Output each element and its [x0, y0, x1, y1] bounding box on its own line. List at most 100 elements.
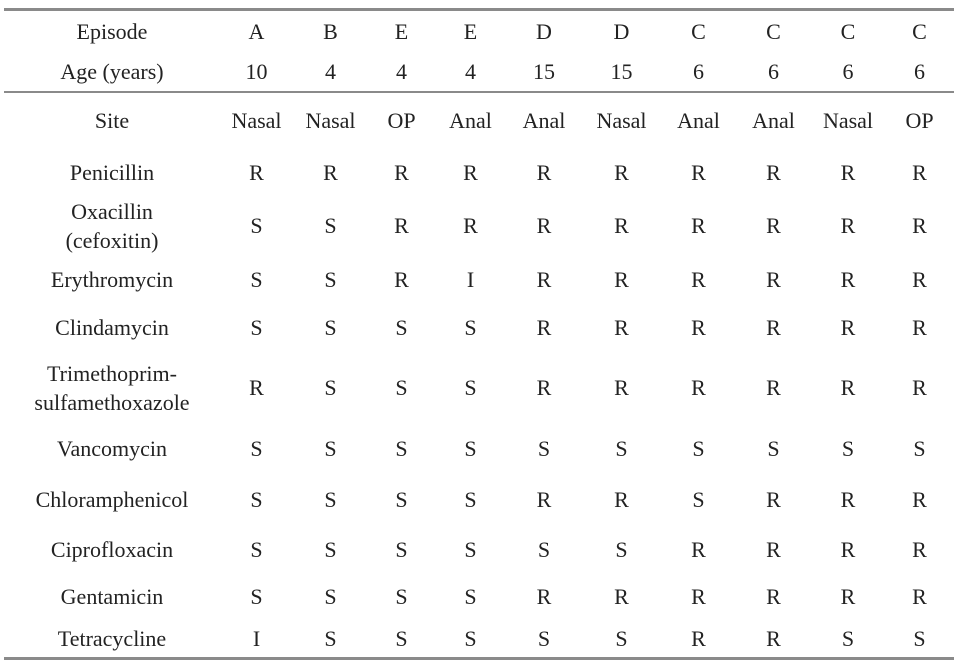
- cell: B: [323, 19, 338, 45]
- table-row: Clindamycin S S S S R R R R R R: [4, 305, 954, 351]
- cell: 6: [661, 52, 736, 93]
- cell: R: [840, 486, 856, 512]
- cell: S: [250, 213, 263, 238]
- table-body: Episode A B E E D D C C C C Age (years) 10 4 4 4 15 15 6 6 6…: [4, 10, 954, 659]
- cell: R: [766, 160, 781, 185]
- cell: R: [691, 537, 706, 562]
- cell: R: [840, 267, 856, 292]
- cell: R: [912, 160, 927, 185]
- cell: 4: [293, 52, 368, 93]
- cell: Anal: [449, 108, 492, 133]
- row-label: Ciprofloxacin: [50, 537, 174, 562]
- row-label: Clindamycin: [55, 315, 169, 340]
- cell: S: [913, 626, 926, 652]
- cell: S: [395, 537, 408, 562]
- cell: A: [248, 19, 265, 45]
- cell: R: [912, 375, 927, 400]
- cell: E: [394, 19, 409, 45]
- cell: 4: [435, 52, 506, 93]
- row-label: Episode: [76, 19, 148, 45]
- table-row: Oxacillin (cefoxitin) S S R R R R R R R R: [4, 197, 954, 255]
- table-row: Gentamicin S S S S R R R R R R: [4, 573, 954, 621]
- cell: R: [614, 267, 629, 292]
- cell: 6: [885, 52, 954, 93]
- cell: D: [536, 19, 552, 45]
- cell: S: [395, 584, 408, 609]
- cell: Anal: [677, 108, 720, 133]
- cell: R: [394, 160, 409, 185]
- cell: 15: [506, 52, 582, 93]
- cell: Nasal: [305, 108, 356, 133]
- cell: Nasal: [596, 108, 647, 133]
- cell: 15: [582, 52, 661, 93]
- row-label: Chloramphenicol: [35, 486, 189, 512]
- cell: S: [395, 486, 408, 512]
- cell: S: [395, 626, 408, 652]
- cell: C: [912, 19, 927, 45]
- cell: OP: [905, 108, 934, 133]
- cell: C: [840, 19, 856, 45]
- cell: R: [912, 584, 927, 609]
- cell: R: [249, 160, 264, 185]
- cell: S: [324, 486, 337, 512]
- row-label: Oxacillin (cefoxitin): [65, 198, 159, 253]
- row-label: Erythromycin: [50, 267, 174, 292]
- cell: S: [395, 375, 408, 400]
- cell: S: [250, 584, 263, 609]
- row-label: Site: [94, 108, 130, 133]
- cell: R: [766, 537, 781, 562]
- cell: R: [691, 584, 706, 609]
- cell: S: [250, 435, 263, 461]
- table-row: Chloramphenicol S S S S R R S R R R: [4, 472, 954, 527]
- table-row: Tetracycline I S S S S S R R S S: [4, 621, 954, 659]
- resistance-table: Episode A B E E D D C C C C Age (years) 10 4 4 4 15 15 6 6 6…: [4, 8, 954, 660]
- cell: S: [841, 435, 855, 461]
- cell: C: [691, 19, 706, 45]
- cell: S: [841, 626, 855, 652]
- cell: Nasal: [231, 108, 282, 133]
- cell: S: [692, 486, 705, 512]
- cell: I: [252, 626, 261, 652]
- header-row: Age (years) 10 4 4 4 15 15 6 6 6 6: [4, 52, 954, 93]
- cell: Anal: [752, 108, 795, 133]
- cell: S: [324, 584, 337, 609]
- cell: S: [324, 267, 337, 292]
- cell: 10: [220, 52, 293, 93]
- cell: S: [464, 486, 477, 512]
- cell: R: [912, 486, 927, 512]
- cell: R: [766, 213, 781, 238]
- cell: R: [840, 537, 856, 562]
- cell: S: [250, 537, 263, 562]
- cell: S: [324, 626, 337, 652]
- table-row: Ciprofloxacin S S S S S S R R R R: [4, 527, 954, 573]
- cell: R: [614, 315, 629, 340]
- cell: S: [537, 537, 551, 562]
- cell: R: [766, 375, 781, 400]
- cell: S: [324, 213, 337, 238]
- cell: S: [324, 537, 337, 562]
- cell: R: [691, 160, 706, 185]
- cell: S: [250, 267, 263, 292]
- cell: S: [615, 537, 628, 562]
- cell: S: [464, 315, 477, 340]
- cell: I: [466, 267, 475, 292]
- header-row: Site Nasal Nasal OP Anal Anal Nasal Anal Anal Nas…: [4, 92, 954, 149]
- cell: R: [394, 267, 409, 292]
- cell: R: [536, 315, 552, 340]
- cell: D: [613, 19, 630, 45]
- header-row: Episode A B E E D D C C C C: [4, 10, 954, 53]
- cell: R: [766, 584, 781, 609]
- cell: R: [840, 584, 856, 609]
- cell: R: [394, 213, 409, 238]
- cell: S: [464, 537, 477, 562]
- row-label: Trimethoprim- sulfamethoxazole: [34, 360, 190, 415]
- cell: R: [691, 267, 706, 292]
- cell: R: [614, 213, 629, 238]
- cell: Nasal: [822, 108, 874, 133]
- cell: R: [323, 160, 338, 185]
- cell: S: [324, 315, 337, 340]
- cell: R: [912, 213, 927, 238]
- cell: 6: [811, 52, 885, 93]
- cell: R: [463, 160, 478, 185]
